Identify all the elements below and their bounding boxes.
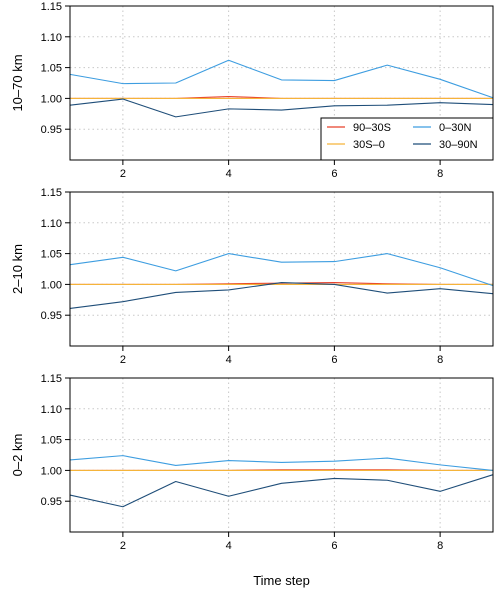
y-axis-label: 2–10 km: [10, 244, 25, 294]
series-line-4: [69, 474, 494, 508]
y-tick-label: 1.15: [41, 1, 62, 13]
x-tick-label: 4: [226, 168, 232, 180]
y-tick-label: 1.15: [41, 187, 62, 199]
legend-label-2: 30S–0: [353, 139, 385, 151]
x-tick-label: 2: [120, 168, 126, 180]
panel-1: 0.95 1.00 1.05 1.10 1.15 2 4 6 8 10–70 km 90–30S 30…: [10, 1, 494, 180]
x-tick-label: 4: [226, 540, 232, 552]
y-tick-label: 1.05: [41, 63, 62, 75]
x-tick-label: 2: [120, 354, 126, 366]
y-tick-label: 1.00: [41, 465, 62, 477]
x-tick-label: 2: [120, 540, 126, 552]
legend-label-1: 90–30S: [353, 122, 391, 134]
x-tick-label: 8: [437, 168, 443, 180]
x-tick-label: 8: [437, 354, 443, 366]
y-tick-label: 1.00: [41, 279, 62, 291]
x-tick-label: 6: [331, 354, 337, 366]
x-tick-label: 6: [331, 168, 337, 180]
y-tick-label: 1.00: [41, 93, 62, 105]
legend-label-4: 30–90N: [439, 139, 478, 151]
x-axis-label: Time step: [253, 573, 310, 588]
y-tick-label: 1.10: [41, 32, 62, 44]
y-tick-label: 1.05: [41, 249, 62, 261]
panel-2: 0.95 1.00 1.05 1.10 1.15 2 4 6 8 2–10 km: [10, 187, 494, 366]
panel-3: 0.95 1.00 1.05 1.10 1.15 2 4 6 8 0–2 km Time step: [10, 373, 494, 588]
plot-frame: [69, 191, 494, 347]
x-tick-label: 8: [437, 540, 443, 552]
y-tick-label: 0.95: [41, 496, 62, 508]
series-line-3: [69, 59, 494, 99]
y-tick-label: 1.05: [41, 435, 62, 447]
y-tick-label: 1.10: [41, 404, 62, 416]
y-tick-label: 0.95: [41, 124, 62, 136]
y-tick-label: 0.95: [41, 310, 62, 322]
x-tick-label: 4: [226, 354, 232, 366]
y-axis-label: 0–2 km: [10, 434, 25, 477]
series-line-3: [69, 253, 494, 287]
legend: 90–30S 30S–0 0–30N 30–90N: [320, 117, 494, 161]
y-tick-label: 1.15: [41, 373, 62, 385]
series-line-4: [69, 98, 494, 118]
legend-label-3: 0–30N: [439, 122, 471, 134]
series-line-4: [69, 281, 494, 309]
x-tick-label: 6: [331, 540, 337, 552]
y-axis-label: 10–70 km: [10, 54, 25, 111]
plot-frame: [69, 5, 494, 161]
legend-box: [320, 117, 494, 161]
series-line-3: [69, 455, 494, 471]
y-tick-label: 1.10: [41, 218, 62, 230]
plot-frame: [69, 377, 494, 533]
